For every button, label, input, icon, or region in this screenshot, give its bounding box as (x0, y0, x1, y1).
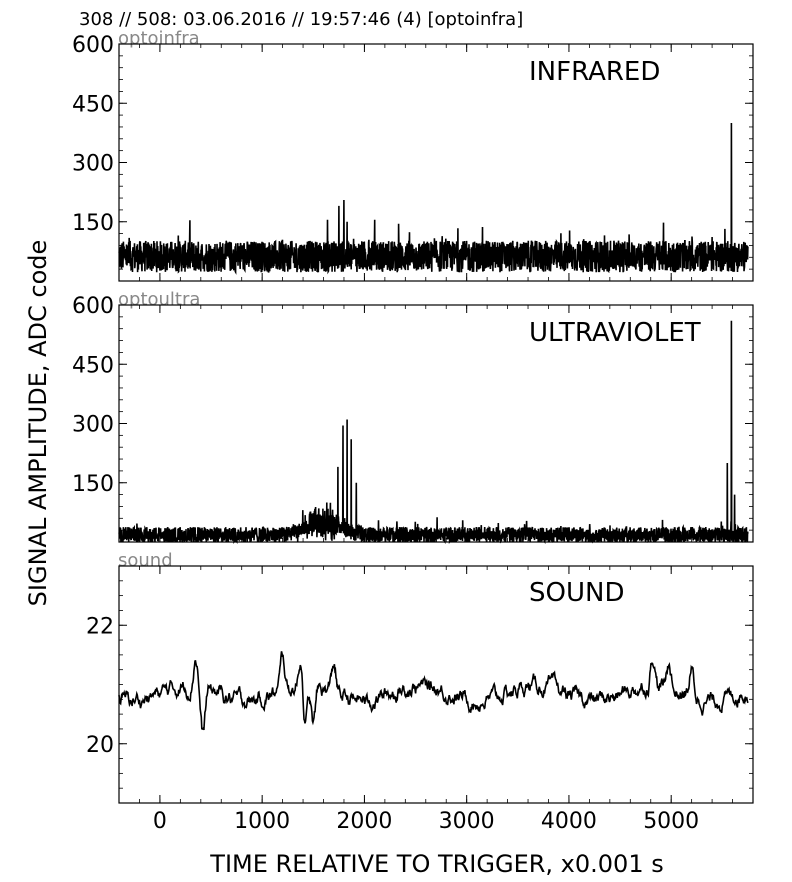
infrared-ytick-label: 150 (72, 211, 114, 236)
sound-channel-label: sound (118, 550, 173, 571)
infrared-ytick-label: 600 (72, 33, 114, 58)
x-tick-label: 5000 (643, 809, 699, 834)
infrared-frame (118, 43, 754, 282)
sound-ytick-label: 20 (86, 733, 114, 758)
ultraviolet-ytick-label: 300 (72, 413, 114, 438)
sound-title: SOUND (529, 578, 624, 608)
y-axis-label: SIGNAL AMPLITUDE, ADC code (24, 240, 52, 607)
ultraviolet-channel-label: optoultra (118, 289, 200, 310)
x-tick-label: 2000 (336, 809, 392, 834)
x-tick-labels: 0 1000 2000 3000 4000 5000 (153, 809, 699, 834)
infrared-ytick-label: 450 (72, 92, 114, 117)
infrared-ytick-label: 300 (72, 152, 114, 177)
ultraviolet-panel: optoultra ULTRAVIOLET 150 300 450 600 (72, 289, 754, 545)
x-axis-label: TIME RELATIVE TO TRIGGER, x0.001 s (209, 850, 663, 878)
sound-ytick-label: 22 (86, 614, 114, 639)
ultraviolet-title: ULTRAVIOLET (529, 318, 701, 348)
ultraviolet-ytick-label: 150 (72, 472, 114, 497)
x-tick-label: 4000 (541, 809, 597, 834)
x-tick-label: 3000 (439, 809, 495, 834)
ultraviolet-ytick-label: 450 (72, 353, 114, 378)
sound-frame (118, 565, 754, 804)
sound-signal-line (118, 651, 749, 731)
ultraviolet-signal-line (118, 320, 749, 545)
x-tick-label: 0 (153, 809, 167, 834)
infrared-panel: optoinfra INFRARED 150 300 450 600 (72, 28, 754, 282)
header-text: 308 // 508: 03.06.2016 // 19:57:46 (4) [… (79, 9, 523, 30)
ultraviolet-ytick-label: 600 (72, 294, 114, 319)
infrared-title: INFRARED (529, 57, 660, 87)
sound-panel: sound SOUND 20 22 (86, 550, 754, 804)
infrared-channel-label: optoinfra (118, 28, 200, 49)
x-tick-label: 1000 (234, 809, 290, 834)
infrared-signal-line (118, 122, 749, 275)
ultraviolet-frame (118, 304, 754, 543)
